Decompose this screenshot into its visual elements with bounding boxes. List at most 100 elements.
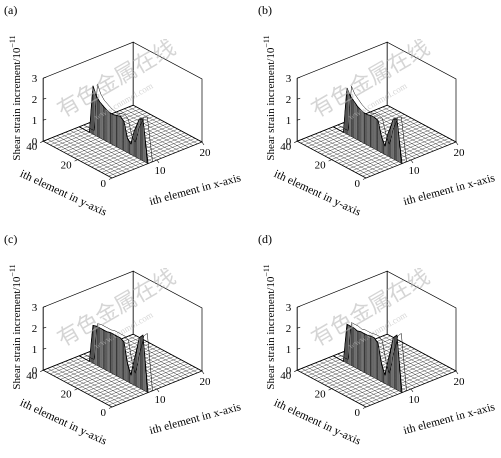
- y-tick-label: 40: [26, 370, 38, 382]
- x-tick: [156, 388, 160, 393]
- z-tick: [297, 118, 301, 121]
- surface-profile-far: [337, 86, 407, 162]
- panel-label: (d): [258, 232, 272, 246]
- x-tick-label: 20: [200, 147, 212, 159]
- z-axis-unit-base: 10: [11, 47, 23, 59]
- panel-label: (b): [258, 3, 272, 17]
- surface-profile: [332, 323, 403, 393]
- z-tick-label: 1: [32, 344, 38, 356]
- z-tick-label: 3: [286, 73, 292, 85]
- panel-a: 0 1 2 3 0 20 40 10 20 (a) Shear strain increment/1…: [4, 3, 243, 219]
- z-axis-unit-exp: −11: [262, 35, 271, 47]
- floor-outline: [42, 333, 203, 408]
- x-tick-label: 10: [155, 165, 167, 177]
- z-tick-label: 2: [286, 323, 292, 335]
- z-tick: [43, 76, 47, 79]
- z-axis-unit-base: 10: [11, 276, 23, 288]
- y-tick-label: 0: [355, 407, 361, 419]
- z-axis-label: Shear strain increment/10−11: [262, 264, 277, 389]
- floor-grid-line-y: [362, 368, 453, 406]
- z-tick: [43, 139, 47, 142]
- surface-band: [78, 323, 153, 394]
- z-axis-label: Shear strain increment/10−11: [8, 264, 23, 389]
- z-axis-unit-exp: −11: [262, 264, 271, 276]
- y-axis-label: ith element in y-axis: [272, 397, 363, 448]
- panel-d: 0 1 2 3 0 20 40 10 20 (d) Shear strain increment/1…: [258, 232, 497, 448]
- y-tick-label: 40: [26, 141, 38, 153]
- floor-outline: [42, 104, 203, 179]
- y-tick: [328, 388, 332, 391]
- x-tick: [455, 370, 459, 375]
- y-tick: [294, 369, 298, 372]
- z-axis-unit-exp: −11: [8, 264, 17, 276]
- surface-profile-far: [83, 84, 153, 162]
- x-tick-label: 20: [454, 147, 466, 159]
- surface-profile-far: [337, 322, 407, 391]
- z-tick: [297, 305, 301, 308]
- y-tick: [108, 177, 113, 180]
- z-tick: [43, 305, 47, 308]
- y-axis-label: ith element in y-axis: [18, 168, 109, 219]
- z-tick: [297, 76, 301, 79]
- floor-grid-line-y: [359, 367, 450, 404]
- y-tick: [108, 406, 113, 409]
- x-tick: [156, 159, 160, 164]
- z-axis-label-text: Shear strain increment/: [11, 287, 23, 390]
- y-tick: [74, 159, 78, 162]
- y-tick: [74, 388, 78, 391]
- z-tick-label: 0: [32, 365, 38, 377]
- panel-c: 0 1 2 3 0 20 40 10 20 (c) Shear strain increment/1…: [4, 232, 243, 448]
- panel-label: (a): [4, 3, 17, 17]
- floor-grid-line-y: [105, 138, 196, 175]
- x-axis-label: ith element in x-axis: [402, 172, 497, 208]
- x-tick: [410, 159, 414, 164]
- z-tick-label: 2: [286, 94, 292, 106]
- floor-grid-line-y: [362, 139, 453, 177]
- panel-b: 0 1 2 3 0 20 40 10 20 (b) Shear strain increment/1…: [258, 3, 497, 219]
- y-tick-label: 0: [355, 178, 361, 190]
- surface-band: [332, 86, 407, 165]
- x-tick: [455, 141, 459, 146]
- z-tick-label: 0: [286, 136, 292, 148]
- y-tick-label: 20: [315, 389, 327, 401]
- x-tick-label: 10: [409, 165, 421, 177]
- z-tick-label: 2: [32, 323, 38, 335]
- x-axis-label: ith element in x-axis: [148, 401, 243, 437]
- x-axis-label: ith element in x-axis: [148, 172, 243, 208]
- z-tick: [43, 326, 47, 329]
- z-tick-label: 1: [286, 115, 292, 127]
- panel-label: (c): [4, 232, 17, 246]
- z-axis-label-text: Shear strain increment/: [265, 287, 277, 390]
- z-tick: [297, 97, 301, 100]
- x-tick-label: 10: [155, 394, 167, 406]
- z-tick-label: 2: [32, 94, 38, 106]
- y-tick: [40, 369, 44, 372]
- y-axis-label: ith element in y-axis: [272, 168, 363, 219]
- z-tick: [297, 326, 301, 329]
- y-tick-label: 20: [61, 160, 73, 172]
- surface-band: [78, 84, 153, 165]
- z-axis-label: Shear strain increment/10−11: [262, 35, 277, 160]
- z-tick-label: 1: [286, 344, 292, 356]
- y-tick-label: 20: [61, 389, 73, 401]
- z-tick: [43, 97, 47, 100]
- y-tick: [362, 406, 367, 409]
- x-tick: [201, 370, 205, 375]
- y-tick: [328, 159, 332, 162]
- surface-profile-far: [83, 323, 153, 391]
- y-tick-label: 20: [315, 160, 327, 172]
- z-axis-label-text: Shear strain increment/: [11, 58, 23, 161]
- floor-grid-line-y: [108, 139, 199, 177]
- z-tick-label: 3: [32, 73, 38, 85]
- z-tick: [297, 139, 301, 142]
- x-tick-label: 20: [200, 376, 212, 388]
- floor-grid-line-y: [359, 138, 450, 175]
- floor-grid-line-y: [105, 367, 196, 404]
- z-tick-label: 0: [32, 136, 38, 148]
- x-tick-label: 20: [454, 376, 466, 388]
- y-tick-label: 40: [280, 141, 292, 153]
- z-tick-label: 0: [286, 365, 292, 377]
- x-tick-label: 10: [409, 394, 421, 406]
- surface-profile: [332, 87, 403, 164]
